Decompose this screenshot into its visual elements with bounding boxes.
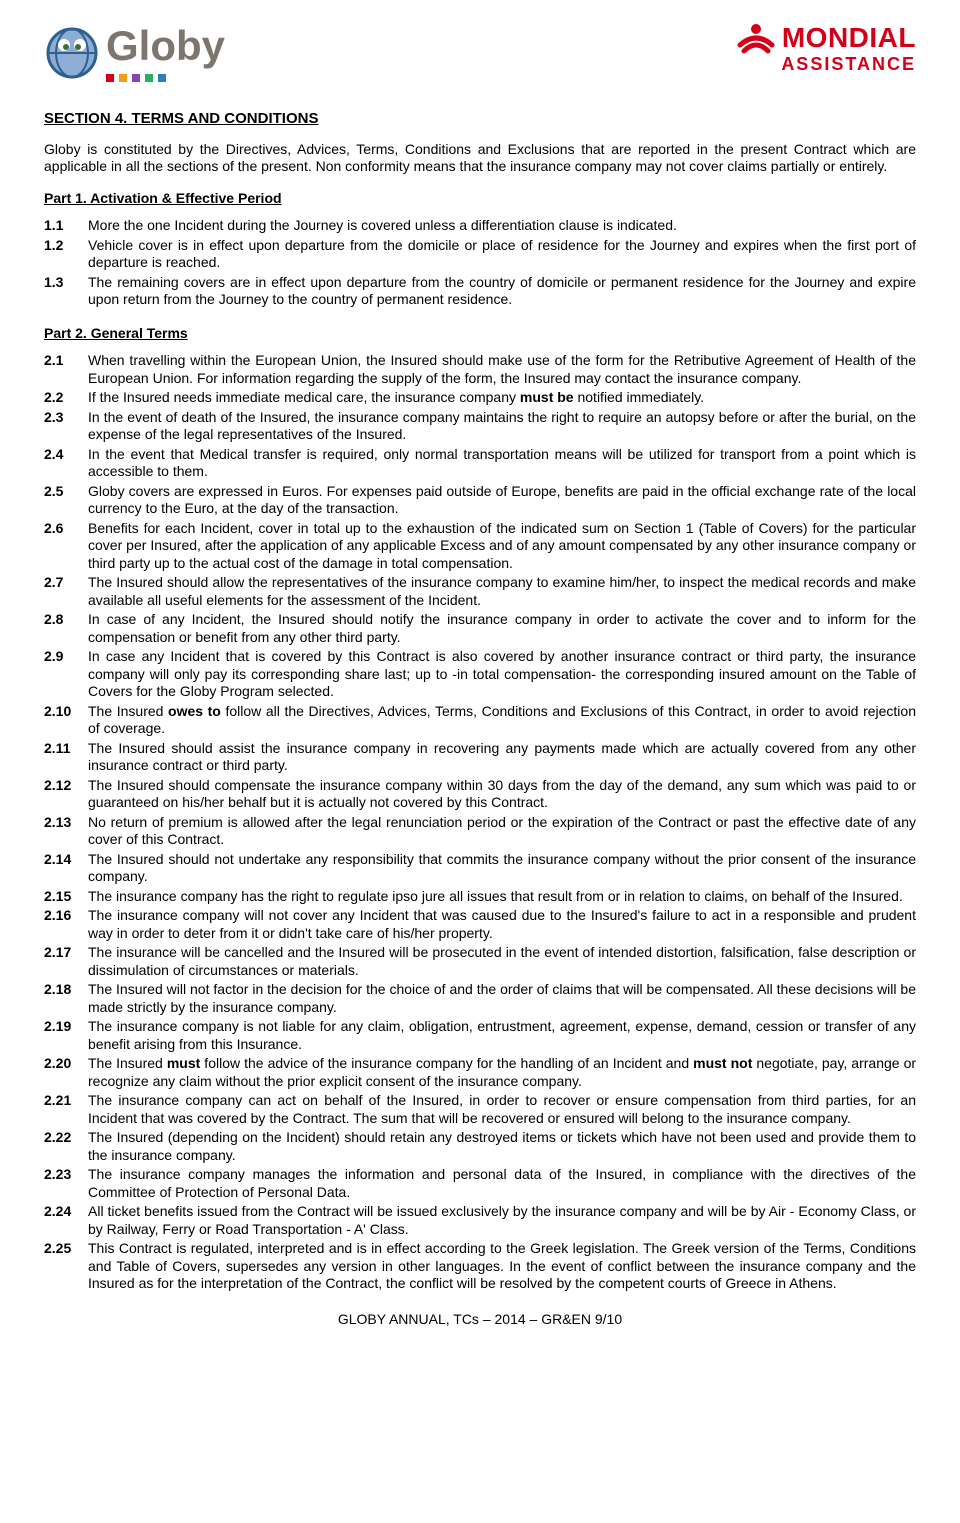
item-text: In case of any Incident, the Insured sho… <box>88 611 916 648</box>
list-item: 2.12The Insured should compensate the in… <box>44 777 916 814</box>
part1-list: 1.1More the one Incident during the Jour… <box>44 217 916 311</box>
item-text: The insurance company will not cover any… <box>88 907 916 944</box>
item-text: Globy covers are expressed in Euros. For… <box>88 483 916 520</box>
intro-paragraph: Globy is constituted by the Directives, … <box>44 141 916 176</box>
item-number: 2.12 <box>44 777 88 814</box>
item-number: 2.17 <box>44 944 88 981</box>
mondial-sub: ASSISTANCE <box>736 53 916 76</box>
list-item: 2.15The insurance company has the right … <box>44 888 916 908</box>
item-number: 2.24 <box>44 1203 88 1240</box>
item-number: 2.21 <box>44 1092 88 1129</box>
list-item: 2.14The Insured should not undertake any… <box>44 851 916 888</box>
item-number: 1.2 <box>44 237 88 274</box>
mondial-logo: MONDIAL ASSISTANCE <box>736 20 916 76</box>
item-number: 2.11 <box>44 740 88 777</box>
list-item: 2.16The insurance company will not cover… <box>44 907 916 944</box>
item-text: The insurance company can act on behalf … <box>88 1092 916 1129</box>
list-item: 2.21The insurance company can act on beh… <box>44 1092 916 1129</box>
list-item: 2.24All ticket benefits issued from the … <box>44 1203 916 1240</box>
item-text: The Insured should allow the representat… <box>88 574 916 611</box>
item-text: In the event of death of the Insured, th… <box>88 409 916 446</box>
item-number: 2.3 <box>44 409 88 446</box>
item-number: 2.23 <box>44 1166 88 1203</box>
item-text: This Contract is regulated, interpreted … <box>88 1240 916 1295</box>
item-number: 1.1 <box>44 217 88 237</box>
item-text: The remaining covers are in effect upon … <box>88 274 916 311</box>
list-item: 2.22The Insured (depending on the Incide… <box>44 1129 916 1166</box>
list-item: 2.18The Insured will not factor in the d… <box>44 981 916 1018</box>
list-item: 2.10The Insured owes to follow all the D… <box>44 703 916 740</box>
item-number: 2.10 <box>44 703 88 740</box>
item-number: 2.14 <box>44 851 88 888</box>
list-item: 1.2Vehicle cover is in effect upon depar… <box>44 237 916 274</box>
item-text: All ticket benefits issued from the Cont… <box>88 1203 916 1240</box>
list-item: 2.25This Contract is regulated, interpre… <box>44 1240 916 1295</box>
item-text: In case any Incident that is covered by … <box>88 648 916 703</box>
item-number: 2.1 <box>44 352 88 389</box>
list-item: 1.3The remaining covers are in effect up… <box>44 274 916 311</box>
section-title: SECTION 4. TERMS AND CONDITIONS <box>44 110 916 129</box>
list-item: 2.20The Insured must follow the advice o… <box>44 1055 916 1092</box>
globy-text: Globy <box>106 22 225 69</box>
list-item: 2.2If the Insured needs immediate medica… <box>44 389 916 409</box>
globe-icon <box>44 25 100 81</box>
list-item: 2.3In the event of death of the Insured,… <box>44 409 916 446</box>
item-text: No return of premium is allowed after th… <box>88 814 916 851</box>
list-item: 2.17The insurance will be cancelled and … <box>44 944 916 981</box>
item-text: When travelling within the European Unio… <box>88 352 916 389</box>
item-text: The insurance company has the right to r… <box>88 888 916 908</box>
item-number: 2.13 <box>44 814 88 851</box>
item-number: 2.15 <box>44 888 88 908</box>
item-number: 2.4 <box>44 446 88 483</box>
item-text: Benefits for each Incident, cover in tot… <box>88 520 916 575</box>
list-item: 2.5Globy covers are expressed in Euros. … <box>44 483 916 520</box>
item-text: The Insured must follow the advice of th… <box>88 1055 916 1092</box>
item-number: 2.6 <box>44 520 88 575</box>
person-icon <box>736 21 776 55</box>
item-text: The Insured will not factor in the decis… <box>88 981 916 1018</box>
list-item: 2.19The insurance company is not liable … <box>44 1018 916 1055</box>
item-number: 2.18 <box>44 981 88 1018</box>
item-number: 2.25 <box>44 1240 88 1295</box>
item-number: 2.9 <box>44 648 88 703</box>
item-number: 2.5 <box>44 483 88 520</box>
item-number: 1.3 <box>44 274 88 311</box>
item-number: 2.19 <box>44 1018 88 1055</box>
list-item: 2.7The Insured should allow the represen… <box>44 574 916 611</box>
list-item: 2.8In case of any Incident, the Insured … <box>44 611 916 648</box>
item-text: The Insured should not undertake any res… <box>88 851 916 888</box>
part1-title: Part 1. Activation & Effective Period <box>44 190 916 208</box>
list-item: 2.4In the event that Medical transfer is… <box>44 446 916 483</box>
item-number: 2.16 <box>44 907 88 944</box>
part2-title: Part 2. General Terms <box>44 325 916 343</box>
item-text: The Insured should assist the insurance … <box>88 740 916 777</box>
item-text: In the event that Medical transfer is re… <box>88 446 916 483</box>
list-item: 2.1When travelling within the European U… <box>44 352 916 389</box>
item-text: If the Insured needs immediate medical c… <box>88 389 916 409</box>
header: Globy MONDIAL ASSISTANCE <box>44 20 916 86</box>
mondial-text: MONDIAL <box>782 20 916 55</box>
list-item: 2.13No return of premium is allowed afte… <box>44 814 916 851</box>
item-text: The insurance will be cancelled and the … <box>88 944 916 981</box>
item-text: The Insured should compensate the insura… <box>88 777 916 814</box>
item-number: 2.8 <box>44 611 88 648</box>
item-text: The insurance company manages the inform… <box>88 1166 916 1203</box>
item-text: The Insured owes to follow all the Direc… <box>88 703 916 740</box>
item-text: More the one Incident during the Journey… <box>88 217 916 237</box>
list-item: 2.9In case any Incident that is covered … <box>44 648 916 703</box>
globy-logo: Globy <box>44 20 225 86</box>
item-number: 2.7 <box>44 574 88 611</box>
list-item: 1.1More the one Incident during the Jour… <box>44 217 916 237</box>
item-text: Vehicle cover is in effect upon departur… <box>88 237 916 274</box>
list-item: 2.6Benefits for each Incident, cover in … <box>44 520 916 575</box>
list-item: 2.11The Insured should assist the insura… <box>44 740 916 777</box>
item-text: The Insured (depending on the Incident) … <box>88 1129 916 1166</box>
item-number: 2.2 <box>44 389 88 409</box>
footer: GLOBY ANNUAL, TCs – 2014 – GR&EN 9/10 <box>44 1311 916 1329</box>
item-number: 2.22 <box>44 1129 88 1166</box>
item-text: The insurance company is not liable for … <box>88 1018 916 1055</box>
part2-list: 2.1When travelling within the European U… <box>44 352 916 1295</box>
list-item: 2.23The insurance company manages the in… <box>44 1166 916 1203</box>
item-number: 2.20 <box>44 1055 88 1092</box>
